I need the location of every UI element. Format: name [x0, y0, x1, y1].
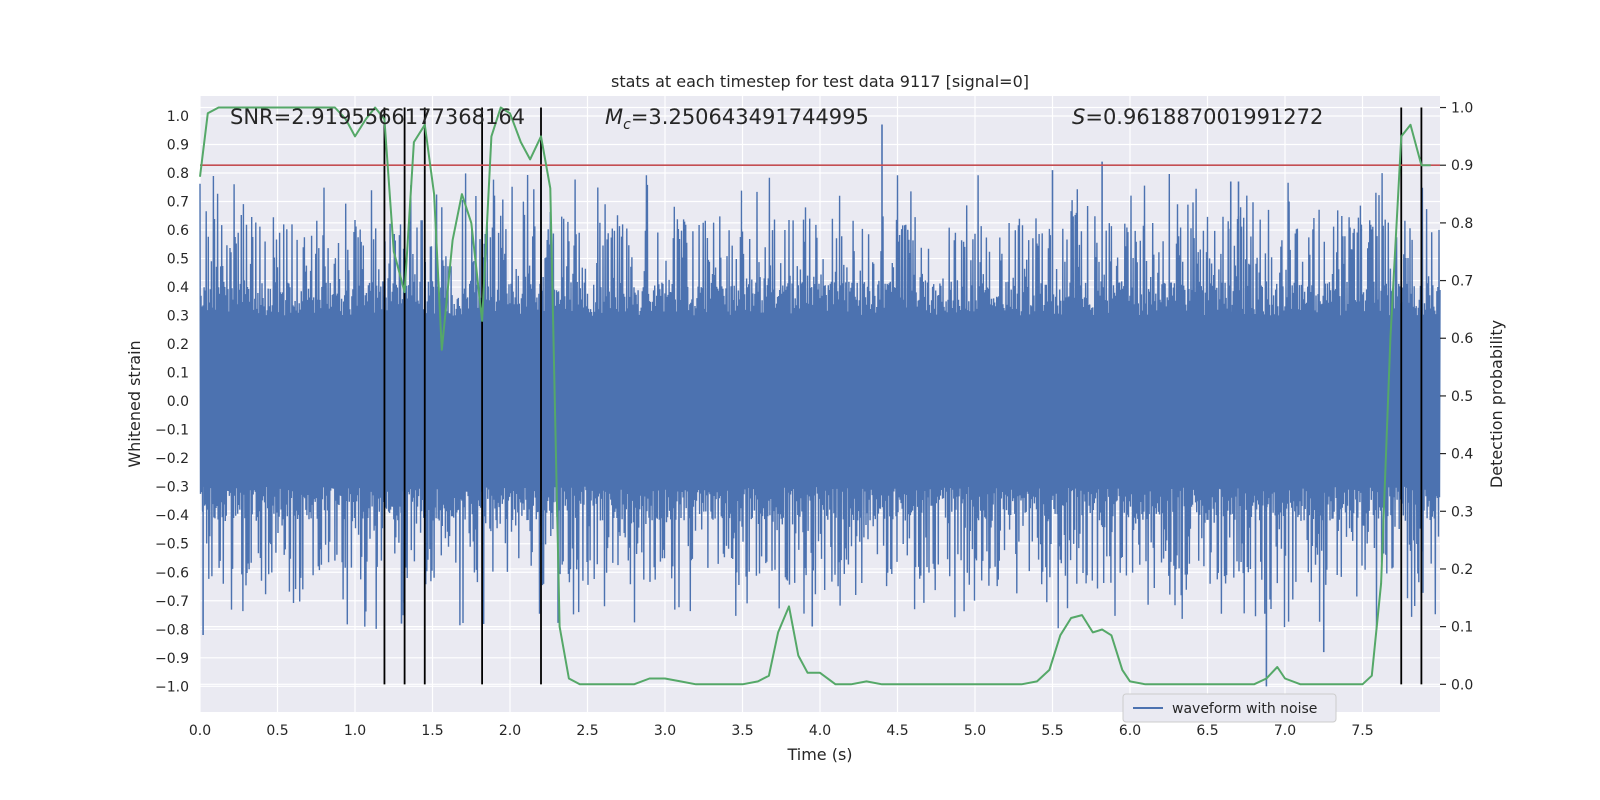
y-left-tick-label: −0.5	[155, 537, 189, 553]
y-left-tick-label: 0.1	[167, 366, 189, 382]
x-tick-label: 5.0	[964, 723, 986, 739]
snr-annotation: SNR=2.9195566177368164	[230, 105, 525, 129]
y-left-tick-label: 0.3	[167, 309, 189, 325]
chirp-mass-symbol: M	[605, 105, 623, 129]
x-tick-label: 4.5	[886, 723, 908, 739]
x-axis-ticks: 0.0 0.5 1.0 1.5 2.0 2.5 3.0 3.5 4.0 4.5 5.0 5.5 6.0 6…	[189, 723, 1374, 739]
legend-box	[1122, 693, 1337, 723]
x-tick-label: 2.5	[576, 723, 598, 739]
y-left-tick-label: −0.9	[155, 651, 189, 667]
x-tick-label: 1.0	[344, 723, 366, 739]
waveform-series	[199, 124, 1441, 687]
s-symbol: S	[1072, 105, 1085, 129]
chirp-mass-value: =3.250643491744995	[631, 105, 869, 129]
y-right-tick-label: 0.7	[1451, 274, 1473, 290]
probability-line	[199, 106, 1431, 686]
y-left-tick-label: 0.8	[167, 166, 189, 182]
y-left-tick-label: 0.2	[167, 337, 189, 353]
x-tick-label: 3.5	[731, 723, 753, 739]
legend: waveform with noise	[1122, 693, 1337, 723]
x-tick-label: 7.5	[1351, 723, 1373, 739]
y-left-tick-label: 0.9	[167, 137, 189, 153]
y-left-tick-label: −1.0	[155, 679, 189, 695]
x-tick-label: 6.5	[1196, 723, 1218, 739]
chart-title: stats at each timestep for test data 911…	[611, 72, 1029, 91]
y-left-tick-label: −0.1	[155, 423, 189, 439]
x-tick-label: 0.0	[189, 723, 211, 739]
x-tick-label: 7.0	[1274, 723, 1296, 739]
x-tick-label: 5.5	[1041, 723, 1063, 739]
x-tick-label: 0.5	[266, 723, 288, 739]
legend-label-waveform: waveform with noise	[1172, 701, 1317, 717]
y-right-tick-label: 0.5	[1451, 389, 1473, 405]
y-left-tick-label: 0.6	[167, 223, 189, 239]
x-axis-label: Time (s)	[786, 745, 852, 764]
y-right-tick-label: 0.6	[1451, 331, 1473, 347]
y-left-tick-label: −0.2	[155, 451, 189, 467]
x-tick-label: 4.0	[809, 723, 831, 739]
y-right-tick-label: 0.9	[1451, 158, 1473, 174]
y-right-axis-ticks: 0.0 0.1 0.2 0.3 0.4 0.5 0.6 0.7 0.8 0.9 1.0	[1440, 101, 1473, 693]
y-left-tick-label: −0.6	[155, 565, 189, 581]
y-right-tick-label: 0.8	[1451, 216, 1473, 232]
y-left-tick-label: 0.4	[167, 280, 189, 296]
y-left-tick-label: −0.4	[155, 508, 189, 524]
y-left-tick-label: 0.5	[167, 252, 189, 268]
probability-series	[199, 106, 1431, 686]
y-left-tick-label: −0.8	[155, 622, 189, 638]
y-left-axis-ticks: −1.0 −0.9 −0.8 −0.7 −0.6 −0.5 −0.4 −0.3 −0.2 −0.1…	[155, 109, 189, 695]
s-value: =0.961887001991272	[1085, 105, 1323, 129]
chirp-mass-annotation: Mc=3.250643491744995	[605, 105, 869, 133]
y-right-tick-label: 0.4	[1451, 447, 1473, 463]
y-left-tick-label: −0.7	[155, 594, 189, 610]
s-annotation: S=0.961887001991272	[1072, 105, 1323, 129]
y-right-tick-label: 0.1	[1451, 620, 1473, 636]
y-left-tick-label: −0.3	[155, 480, 189, 496]
y-right-tick-label: 0.3	[1451, 504, 1473, 520]
chirp-mass-subscript: c	[623, 117, 631, 133]
y-left-tick-label: 0.7	[167, 195, 189, 211]
y-right-tick-label: 0.2	[1451, 562, 1473, 578]
x-tick-label: 1.5	[421, 723, 443, 739]
x-tick-label: 3.0	[654, 723, 676, 739]
x-tick-label: 6.0	[1119, 723, 1141, 739]
y-right-tick-label: 0.0	[1451, 677, 1473, 693]
vertical-markers	[383, 107, 1423, 685]
x-tick-label: 2.0	[499, 723, 521, 739]
waveform-line	[199, 173, 1441, 629]
y-left-tick-label: 1.0	[167, 109, 189, 125]
y-right-tick-label: 1.0	[1451, 101, 1473, 117]
y-right-axis-label: Detection probability	[1487, 320, 1506, 488]
y-left-tick-label: 0.0	[167, 394, 189, 410]
y-left-axis-label: Whitened strain	[125, 340, 144, 467]
